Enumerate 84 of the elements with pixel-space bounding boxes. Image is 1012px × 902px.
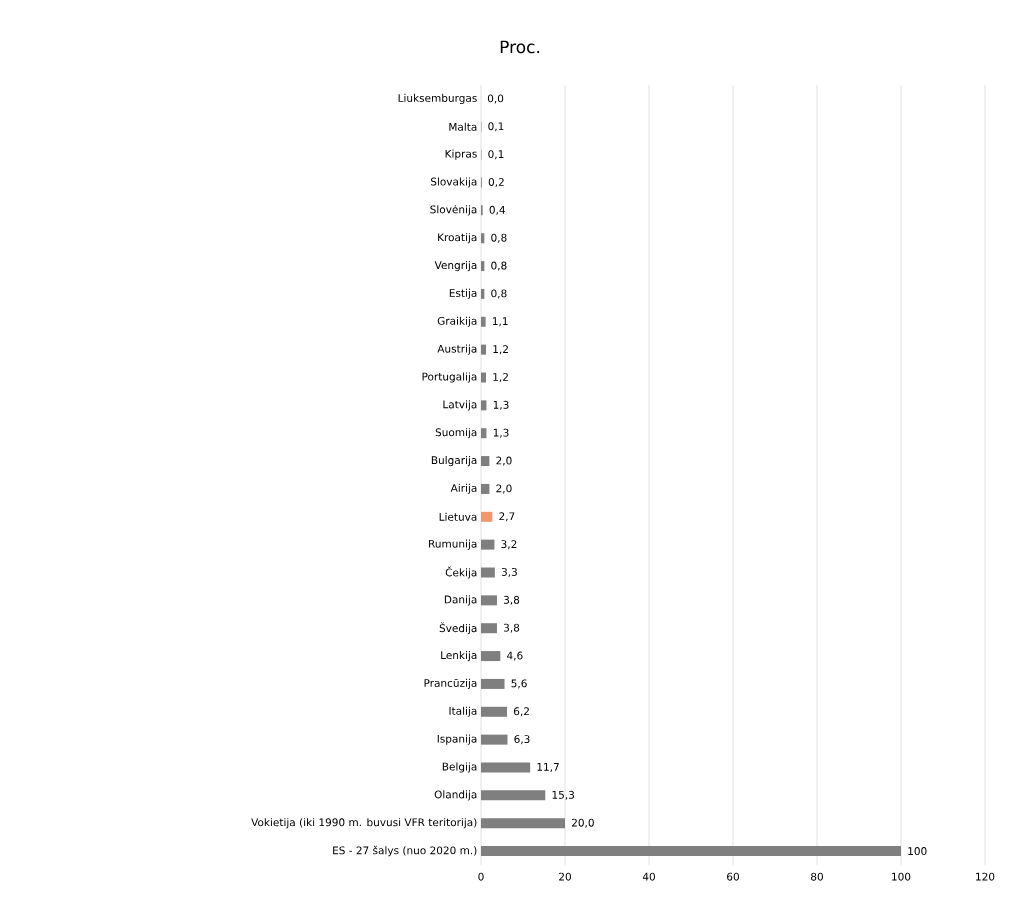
bar (481, 400, 487, 411)
data-label: 0,4 (489, 205, 505, 215)
x-tick-label: 60 (727, 872, 739, 881)
y-tick-label: Airija (450, 483, 477, 494)
data-label: 100 (908, 847, 927, 856)
x-tick-label: 0 (478, 872, 484, 881)
bar (481, 623, 497, 634)
y-tick-label: Portugalija (422, 372, 477, 383)
data-label: 6,3 (514, 735, 530, 745)
data-label: 3,2 (501, 540, 517, 550)
bar (481, 595, 497, 606)
y-tick-label: Čekija (445, 566, 477, 579)
data-label: 2,0 (496, 484, 512, 494)
data-label: 0,1 (488, 122, 504, 132)
bar (481, 678, 505, 689)
x-tick-label: 20 (559, 872, 571, 881)
y-tick-label: Kroatija (438, 233, 477, 244)
data-label: 3,8 (503, 595, 520, 605)
bar (481, 483, 490, 494)
y-tick-label: Malta (449, 122, 477, 131)
x-tick-label: 120 (976, 872, 995, 881)
data-label: 15,3 (552, 790, 574, 800)
y-tick-label: ES - 27 šalys (nuo 2020 m.) (333, 845, 477, 857)
data-label: 0,2 (488, 177, 504, 188)
y-tick-label: Austrija (437, 344, 477, 355)
y-tick-label: Belgija (442, 762, 477, 773)
data-label: 3,8 (503, 623, 520, 633)
y-tick-label: Slovakija (430, 177, 477, 188)
data-label: 5,6 (511, 679, 527, 689)
y-tick-label: Suomija (435, 428, 477, 439)
y-tick-label: Švedija (439, 622, 477, 635)
y-tick-label: Latvija (443, 400, 477, 411)
bar (481, 456, 490, 467)
bar (481, 511, 493, 522)
y-tick-label: Liuksemburgas (398, 93, 477, 105)
data-label: 2,0 (496, 456, 512, 466)
y-tick-label: Slovėnija (430, 205, 477, 216)
data-label: 1,3 (493, 428, 509, 438)
y-tick-label: Lietuva (439, 512, 477, 521)
data-label: 11,7 (537, 763, 559, 772)
bar (481, 846, 901, 857)
y-tick-label: Rumunija (429, 539, 477, 550)
bar (481, 567, 495, 578)
bar (481, 734, 508, 745)
y-tick-label: Italija (449, 706, 477, 717)
y-tick-label: Olandija (434, 790, 477, 801)
y-tick-label: Estija (449, 288, 477, 299)
x-tick-label: 80 (811, 872, 823, 881)
y-tick-label: Danija (444, 595, 477, 606)
data-label: 1,1 (492, 317, 508, 327)
y-tick-label: Vengrija (434, 261, 477, 272)
data-label: 4,6 (507, 651, 523, 661)
chart-title: Proc. (500, 40, 540, 54)
data-label: 0,1 (488, 150, 504, 160)
bar (481, 539, 495, 550)
x-tick-label: 40 (642, 872, 655, 881)
data-label: 1,2 (493, 345, 508, 355)
bar (481, 790, 546, 801)
data-label: 0,8 (491, 261, 507, 271)
y-tick-label: Lenkija (441, 651, 477, 662)
y-tick-label: Bulgarija (431, 456, 477, 467)
data-label: 1,2 (493, 372, 508, 383)
bar (481, 818, 565, 829)
data-label: 6,2 (513, 707, 529, 717)
data-label: 2,7 (499, 512, 515, 522)
y-tick-label: Kipras (445, 149, 477, 160)
data-label: 1,3 (493, 400, 509, 410)
x-tick-label: 100 (892, 872, 911, 881)
y-tick-label: Vokietija (iki 1990 m. buvusi VFR teritorija) (251, 818, 477, 829)
y-tick-label: Ispanija (437, 734, 477, 745)
data-label: 0,8 (491, 233, 507, 243)
bar (481, 344, 487, 355)
data-label: 3,3 (501, 567, 517, 578)
bar (481, 428, 487, 439)
data-label: 20,0 (571, 818, 594, 828)
bar (481, 651, 501, 662)
y-tick-label: Graikija (437, 316, 477, 327)
bar (481, 762, 531, 773)
bar (481, 316, 486, 327)
data-label: 0,0 (487, 94, 504, 104)
bar (481, 706, 508, 717)
y-tick-label: Prancūzija (424, 678, 477, 689)
bar (481, 372, 487, 383)
data-label: 0,8 (491, 289, 507, 299)
